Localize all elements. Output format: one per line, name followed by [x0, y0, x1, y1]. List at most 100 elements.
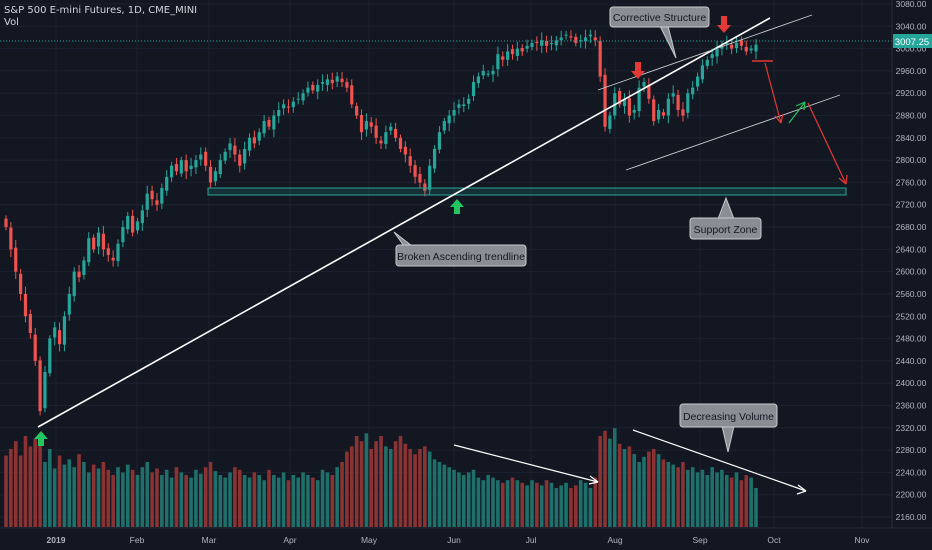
candle-body	[442, 121, 446, 131]
symbol-title[interactable]: S&P 500 E-mini Futures, 1D, CME_MINI	[4, 5, 198, 16]
candle-body	[48, 338, 52, 374]
volume-bar	[476, 477, 481, 527]
volume-bar	[681, 462, 685, 527]
volume-bar	[82, 462, 86, 527]
volume-bar	[656, 454, 661, 527]
volume-bar	[125, 464, 130, 527]
candle-body	[19, 273, 23, 294]
candle-body	[428, 165, 432, 190]
volume-bar	[130, 469, 135, 527]
candle-body	[496, 54, 500, 70]
volume-bar	[437, 462, 442, 527]
corrective-structure-callout[interactable]: Corrective Structure	[609, 6, 710, 59]
volume-indicator-label[interactable]: Vol	[4, 17, 19, 28]
volume-bar	[67, 459, 72, 527]
price-tick-label: 2720.00	[896, 200, 927, 210]
volume-bar	[145, 462, 150, 527]
volume-bar	[111, 475, 115, 527]
bearish-arrow-icon	[717, 16, 731, 33]
volume-bar	[574, 485, 578, 527]
candle-body	[379, 140, 383, 144]
volume-bar	[535, 482, 539, 527]
volume-bar	[189, 477, 193, 527]
volume-bar	[539, 485, 544, 527]
candle-body	[374, 125, 378, 138]
support-zone-callout[interactable]: Support Zone	[689, 196, 762, 240]
candle-body	[28, 314, 32, 333]
time-tick-label: Aug	[607, 535, 622, 545]
time-axis[interactable]: 2019 Feb Mar Apr May Jun Jul Aug Sep Oct Nov	[47, 535, 871, 545]
volume-bar	[354, 436, 359, 527]
candle-body	[462, 104, 466, 107]
candle-body	[574, 36, 578, 44]
candle-body	[691, 87, 695, 95]
candle-body	[252, 137, 256, 144]
volume-bar	[549, 482, 554, 527]
candle-body	[277, 109, 281, 117]
volume-bar	[544, 480, 549, 527]
volume-bar	[393, 441, 398, 527]
volume-bar	[520, 482, 525, 527]
candle-body	[121, 227, 125, 243]
candle-body	[549, 43, 554, 45]
candle-body	[145, 193, 149, 210]
time-tick-label: Feb	[130, 535, 145, 545]
volume-bar	[57, 455, 62, 527]
decreasing-volume-callout[interactable]: Decreasing Volume	[679, 403, 778, 453]
volume-bar	[461, 475, 466, 527]
volume-bar	[101, 462, 106, 527]
candle-body	[53, 327, 57, 338]
volume-bars	[4, 428, 758, 527]
candle-body	[467, 98, 471, 104]
broken-trendline-callout[interactable]: Broken Ascending trendline	[393, 231, 527, 267]
candle-body	[350, 85, 354, 105]
time-tick-label: Mar	[202, 535, 217, 545]
volume-bar	[77, 454, 81, 527]
volume-bar	[700, 469, 705, 527]
volume-bar	[228, 472, 232, 527]
candle-body	[593, 37, 597, 41]
price-axis[interactable]: 3080.00 3040.00 3000.00 2960.00 2920.00 2880.…	[896, 0, 927, 522]
volume-bar	[651, 449, 656, 527]
time-tick-label: Apr	[283, 535, 296, 545]
price-tick-label: 2760.00	[896, 177, 927, 187]
volume-bar	[286, 480, 291, 527]
volume-bar	[121, 472, 125, 527]
volume-bar	[252, 472, 257, 527]
arrow-head-icon	[588, 475, 599, 485]
candle-body	[754, 44, 758, 52]
candle-body	[96, 232, 101, 247]
volume-bar	[369, 449, 374, 527]
corrective-upper-channel[interactable]	[597, 14, 813, 91]
volume-bar	[140, 467, 145, 527]
volume-bar	[398, 436, 403, 527]
volume-bar	[491, 477, 495, 527]
volume-bar	[349, 446, 354, 527]
candle-body	[38, 360, 42, 412]
candle-body	[540, 40, 544, 46]
volume-bar	[710, 467, 714, 527]
candle-body	[57, 330, 62, 345]
candle-body	[452, 109, 456, 116]
support-zone-rect[interactable]	[207, 187, 847, 196]
volume-bar	[471, 469, 476, 527]
volume-bar	[291, 475, 296, 527]
candle-body	[588, 34, 593, 37]
candle-body	[603, 74, 607, 127]
candle-body	[598, 40, 602, 77]
volume-bar	[262, 480, 266, 527]
volume-bar	[320, 469, 325, 527]
volume-bar	[335, 467, 339, 527]
volume-bar	[306, 475, 310, 527]
candle-body	[471, 82, 476, 97]
candle-body	[432, 148, 437, 169]
volume-bar	[442, 464, 447, 527]
volume-bar	[208, 462, 213, 527]
volume-bar	[276, 477, 281, 527]
broken-ascending-trendline[interactable]	[37, 17, 771, 428]
candle-body	[520, 48, 524, 52]
volume-bar	[223, 477, 227, 527]
candle-body	[389, 126, 393, 131]
volume-bar	[608, 438, 612, 527]
